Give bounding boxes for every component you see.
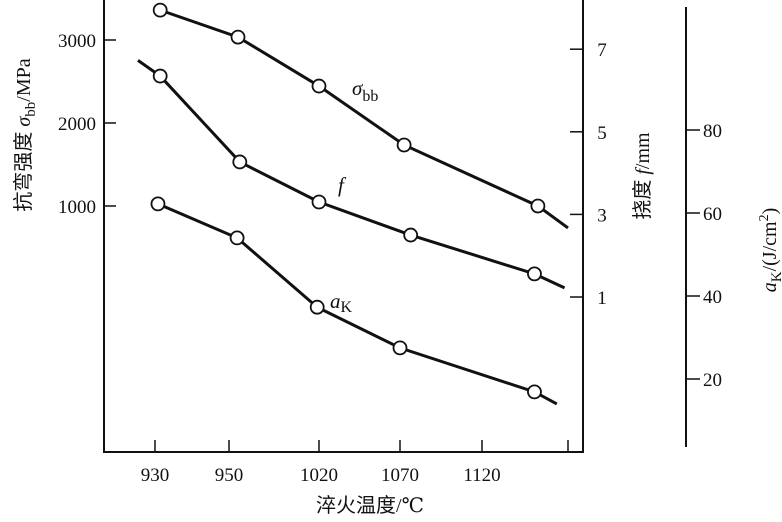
series-label-sigma: σbb [352, 76, 378, 105]
left-y-tick-label: 1000 [58, 197, 96, 218]
ak-axis-tick-label: 80 [703, 121, 722, 142]
ak-axis-tick-label: 20 [703, 370, 722, 391]
data-point-f [232, 154, 248, 170]
data-point-sigma [311, 78, 327, 94]
data-point-aK [150, 196, 166, 212]
data-point-aK [309, 299, 325, 315]
series-label-ak: aK [330, 289, 353, 316]
x-tick-label: 1120 [463, 465, 500, 486]
ak-axis-tick-label: 60 [703, 204, 722, 225]
ak-axis-tick-label: 40 [703, 287, 722, 308]
f-axis-tick-label: 5 [597, 123, 607, 144]
x-tick-label: 930 [141, 465, 170, 486]
f-axis-tick-label: 1 [597, 288, 607, 309]
f-axis-title: 挠度 f/mm [631, 132, 654, 220]
x-axis-title: 淬火温度/℃ [316, 494, 424, 517]
data-point-sigma [230, 29, 246, 45]
left-y-tick-label: 3000 [58, 31, 96, 52]
data-point-aK [229, 230, 245, 246]
x-tick-label: 1070 [381, 465, 419, 486]
data-point-sigma [530, 198, 546, 214]
left-axis-title: 抗弯强度 σbb/MPa [12, 58, 39, 211]
data-point-aK [392, 340, 408, 356]
series-line-sigma [159, 8, 569, 230]
series-label-f: f [338, 173, 347, 197]
f-axis-tick-label: 7 [597, 40, 607, 61]
data-point-f [311, 194, 327, 210]
f-axis-tick-label: 3 [597, 205, 607, 226]
data-point-sigma [396, 137, 412, 153]
data-point-f [403, 227, 419, 243]
x-tick-label: 1020 [300, 465, 338, 486]
data-point-aK [527, 384, 542, 400]
plot-frame [103, 0, 584, 453]
data-point-f [527, 266, 542, 282]
x-tick-label: 950 [215, 465, 244, 486]
series-line-aK [157, 202, 558, 406]
data-point-f [152, 68, 168, 84]
data-point-sigma [152, 2, 168, 18]
left-y-tick-label: 2000 [58, 114, 96, 135]
ak-axis-title: aK/(J/cm2) [757, 208, 782, 293]
